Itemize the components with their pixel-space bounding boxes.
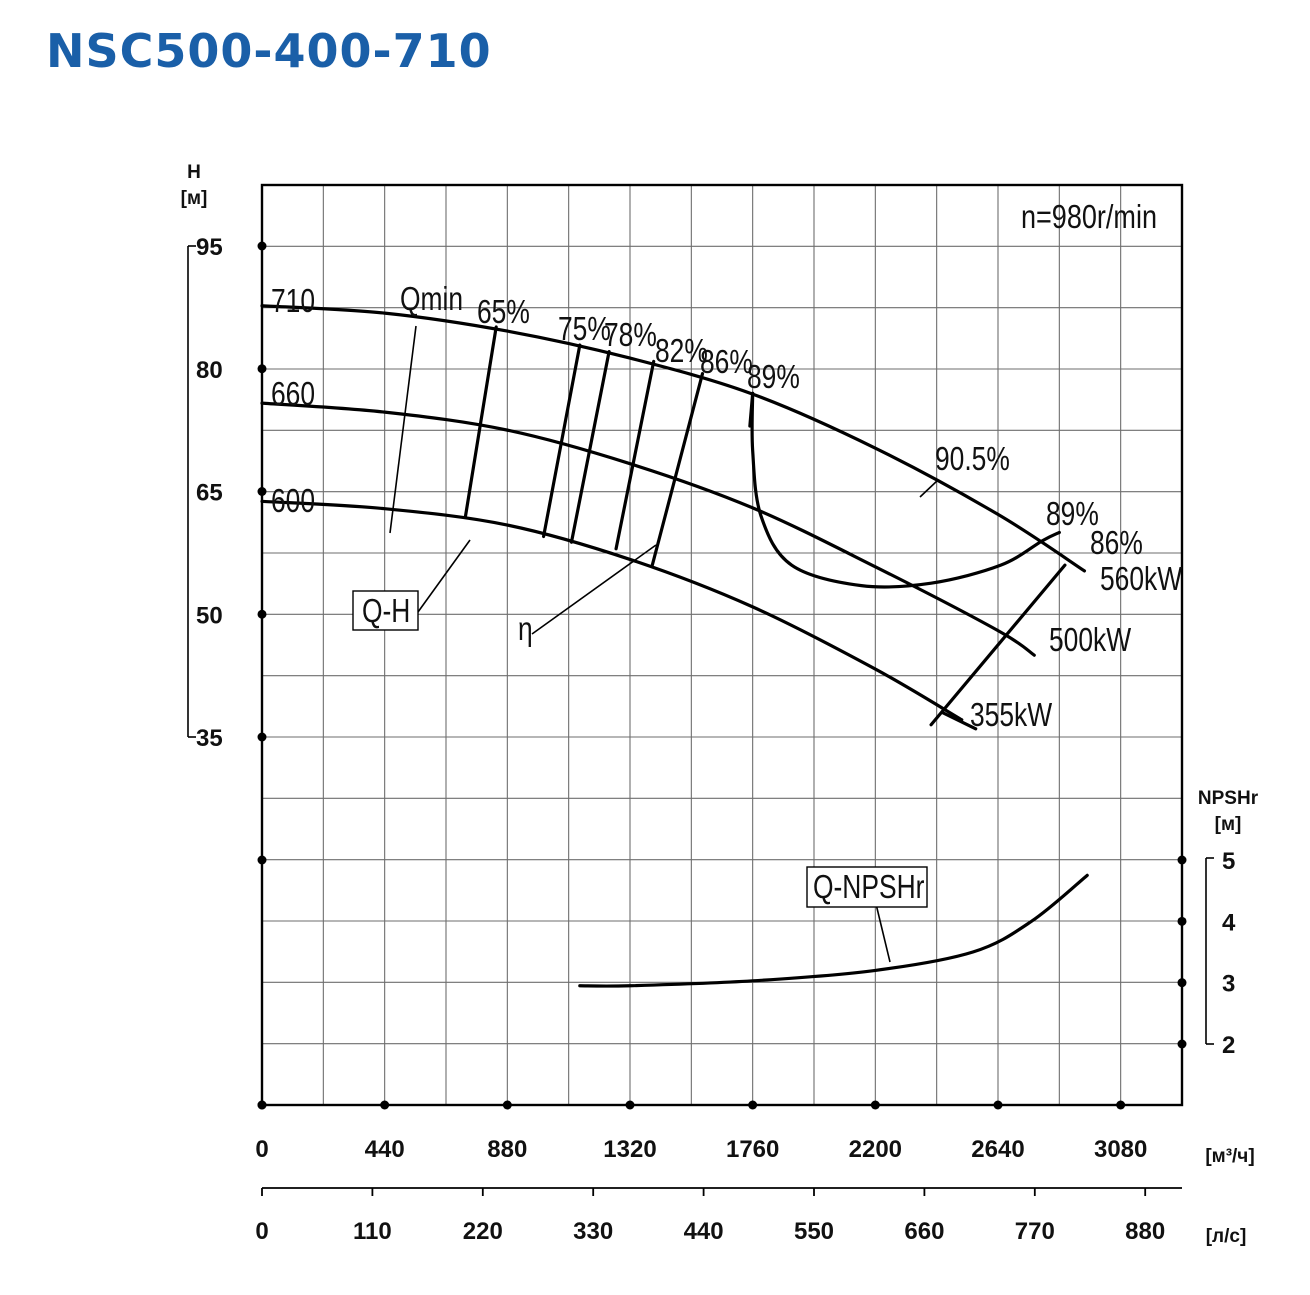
npsh-tick-dot [1177,1039,1187,1049]
head-tick-label: 50 [196,602,223,629]
label-eff-89: 89% [747,359,800,395]
flow-tick-label-m3h: 1320 [603,1136,656,1163]
curves [260,304,1089,988]
npsh-axis-label: NPSHr [1198,788,1259,809]
npsh-tick-label: 4 [1222,909,1236,936]
flow-tick-dot [625,1100,635,1110]
efficiency-line [650,372,705,567]
label-eff-86-right: 86% [1090,525,1143,561]
leader-lines [389,325,939,963]
flow-unit-m3h: [м³/ч] [1205,1146,1254,1167]
efficiency-line [541,343,582,539]
flow-tick-dot [870,1100,880,1110]
head-tick-label: 95 [196,234,223,261]
efficiency-line [614,359,656,551]
label-710: 710 [271,283,315,319]
head-tick-label: 35 [196,725,223,752]
npsh-axis: NPSHr [м] [1198,788,1259,1045]
head-tick-dot [257,609,267,619]
power-line-tail [940,710,978,731]
qh-label-box: Q-H [352,590,419,631]
npsh-tick-label: 3 [1222,971,1235,998]
label-660: 660 [271,376,315,412]
label-eff-78: 78% [604,317,657,353]
flow-tick-label-ls: 440 [684,1218,724,1245]
head-axis: H [м] [181,162,208,738]
flow-tick-label-m3h: 0 [255,1136,268,1163]
label-qmin: Qmin [400,281,463,317]
label-560kw: 560kW [1100,561,1183,597]
npsh-tick-label: 5 [1222,848,1235,875]
flow-tick-label-ls: 880 [1125,1218,1165,1245]
flow-tick-dot [748,1100,758,1110]
efficiency-line [569,349,611,544]
flow-tick-dot [1116,1100,1126,1110]
npsh-axis-unit: [м] [1215,814,1242,835]
page-title: NSC500-400-710 [46,24,492,78]
label-eff-82: 82% [655,333,708,369]
label-qnpshr: Q-NPSHr [813,869,924,905]
npsh-tick-labels: 5 4 3 2 [1177,848,1236,1059]
label-355kw: 355kW [970,697,1053,733]
qh-curve-660 [260,401,1036,657]
flow-tick-label-ls: 220 [463,1218,503,1245]
flow-unit-ls: [л/с] [1206,1226,1247,1247]
flow-tick-dot [380,1100,390,1110]
label-qh: Q-H [362,593,410,629]
flow-tick-label-m3h: 880 [487,1136,527,1163]
curve-labels: 710 660 600 Qmin 65% 75% 78% 82% 86% 89%… [271,281,1183,733]
flow-tick-label-ls: 770 [1015,1218,1055,1245]
flow-tick-label-m3h: 2640 [971,1136,1024,1163]
label-eff-86: 86% [700,344,753,380]
label-eff-65: 65% [477,294,530,330]
flow-tick-label-m3h: 3080 [1094,1136,1147,1163]
qh-curve-600 [260,499,964,722]
head-tick-labels: 95 80 65 50 35 [196,234,267,1110]
head-tick-dot [257,364,267,374]
flow-tick-dot [502,1100,512,1110]
npsh-tick-dot [1177,916,1187,926]
flow-tick-label-m3h: 2200 [849,1136,902,1163]
npsh-label-box: Q-NPSHr [806,866,928,908]
efficiency-loop-89 [750,391,1061,589]
flow-tick-label-m3h: 1760 [726,1136,779,1163]
flow-tick-label-ls: 330 [573,1218,613,1245]
flow-tick-label-ls: 0 [255,1218,268,1245]
npshr-curve [578,873,1089,988]
head-tick-dot [257,732,267,742]
head-axis-unit: [м] [181,188,208,209]
npsh-tick-dot [1177,855,1187,865]
plot-frame [260,183,1184,1107]
head-axis-label: H [187,162,201,183]
frame-dot [257,855,267,865]
flow-tick-label-ls: 110 [353,1218,392,1245]
flow-tick-label-ls: 660 [904,1218,944,1245]
flow-axis-m3h: 0 440 880 1320 1760 2200 2640 3080 [255,1100,1147,1163]
flow-tick-label-ls: 550 [794,1218,834,1245]
qh-curve-710 [260,304,1087,573]
chart-grid [262,185,1182,1105]
flow-tick-label-m3h: 440 [365,1136,405,1163]
flow-axis-ls: 0 110 220 330 440 550 660 770 880 [255,1188,1165,1245]
flow-tick-dot [257,1100,267,1110]
npsh-tick-label: 2 [1222,1032,1235,1059]
head-tick-dot [257,241,267,251]
head-tick-dot [257,487,267,496]
label-eff-89-right: 89% [1046,496,1099,532]
label-500kw: 500kW [1049,622,1132,658]
head-tick-label: 65 [196,480,223,507]
label-eta: η [518,611,533,647]
speed-label: n=980r/min [1021,200,1157,236]
label-eff-90-5: 90.5% [935,441,1010,477]
label-eff-75: 75% [558,311,611,347]
label-600: 600 [271,483,315,519]
npsh-tick-dot [1177,978,1187,988]
head-tick-label: 80 [196,357,223,384]
flow-tick-dot [993,1100,1003,1110]
efficiency-line [463,325,498,518]
